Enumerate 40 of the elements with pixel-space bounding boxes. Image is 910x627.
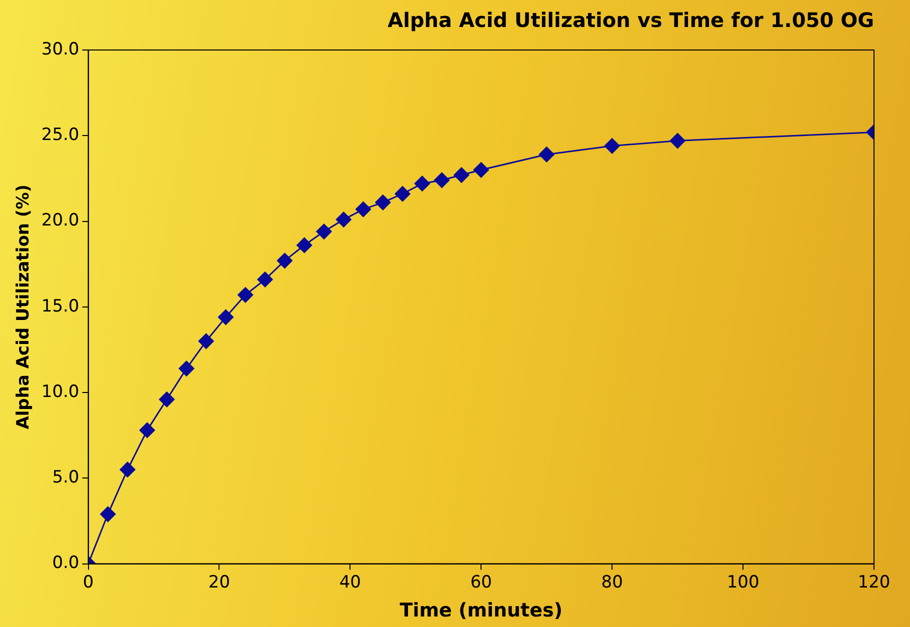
point xyxy=(414,176,430,192)
point xyxy=(218,309,234,325)
point xyxy=(473,162,489,178)
point xyxy=(375,194,391,210)
x-tick-label: 0 xyxy=(82,572,94,592)
y-tick-label: 5.0 xyxy=(52,468,80,488)
point xyxy=(257,272,273,288)
y-tick-label: 15.0 xyxy=(41,296,80,316)
point xyxy=(296,237,312,253)
point xyxy=(316,224,332,240)
y-tick-label: 30.0 xyxy=(41,39,80,60)
point xyxy=(670,133,686,149)
point xyxy=(159,392,175,408)
point xyxy=(356,202,372,218)
point xyxy=(454,167,470,183)
point xyxy=(100,506,116,522)
x-tick-label: 60 xyxy=(470,572,492,592)
x-tick-label: 40 xyxy=(339,572,361,592)
y-tick-label: 0.0 xyxy=(52,553,80,574)
point xyxy=(604,138,620,154)
y-tick-label: 20.0 xyxy=(41,210,80,231)
y-tick-label: 10.0 xyxy=(41,382,80,402)
point xyxy=(336,212,352,228)
x-axis-title: Time (minutes) xyxy=(400,600,563,622)
x-tick-label: 20 xyxy=(208,572,230,592)
point xyxy=(139,422,155,438)
x-tick-label: 80 xyxy=(601,572,623,592)
x-tick-label: 120 xyxy=(858,572,890,592)
point xyxy=(178,360,194,376)
point xyxy=(538,146,554,162)
point xyxy=(394,186,410,202)
chart-title: Alpha Acid Utilization vs Time for 1.050 OG xyxy=(388,8,874,32)
point xyxy=(120,462,136,478)
point xyxy=(434,172,450,188)
point xyxy=(276,252,292,268)
point xyxy=(238,287,254,303)
y-axis-title: Alpha Acid Utilization (%) xyxy=(14,184,34,430)
x-tick-label: 100 xyxy=(726,572,760,592)
point xyxy=(198,333,214,349)
y-tick-label: 25.0 xyxy=(41,125,80,146)
